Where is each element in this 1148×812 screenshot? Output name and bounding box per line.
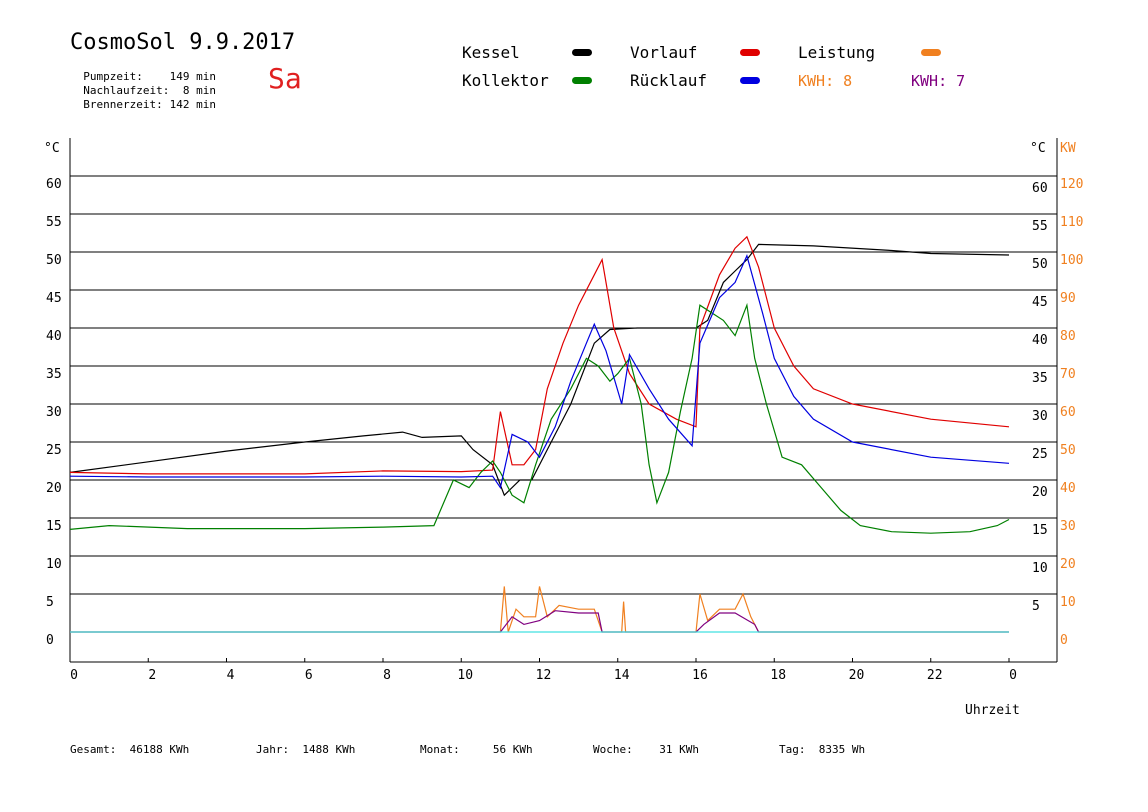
y-tick-label-left: 10 bbox=[46, 557, 62, 572]
y-tick-label-left: 55 bbox=[46, 215, 62, 230]
y2-tick-label: 40 bbox=[1060, 481, 1076, 496]
x-tick-label: 20 bbox=[849, 668, 865, 683]
footer-tag: Tag: 8335 Wh bbox=[779, 743, 866, 756]
stat-label: Nachlaufzeit: bbox=[83, 84, 170, 97]
y2-tick-label: 10 bbox=[1060, 595, 1076, 610]
y2-tick-label: 80 bbox=[1060, 329, 1076, 344]
stat-label: Brennerzeit: bbox=[83, 98, 163, 111]
y2-tick-label: 90 bbox=[1060, 291, 1076, 306]
y-tick-label-left: 40 bbox=[46, 329, 62, 344]
stat-brennerzeit: Brennerzeit: 142 min bbox=[70, 85, 216, 111]
x-axis-label: Uhrzeit bbox=[965, 703, 1020, 718]
stat-value: 149 min bbox=[169, 70, 216, 83]
x-tick-label: 18 bbox=[770, 668, 786, 683]
series-line-r-cklauf bbox=[69, 254, 1010, 490]
x-tick-label: 10 bbox=[457, 668, 473, 683]
y-axis-unit-right: °C bbox=[1030, 141, 1046, 156]
x-tick-label: 22 bbox=[927, 668, 943, 683]
y-tick-label-left: 25 bbox=[46, 443, 62, 458]
kwh-total-orange: KWH: 8 bbox=[798, 72, 853, 90]
y-tick-label-left: 45 bbox=[46, 291, 62, 306]
y-tick-label-left: 0 bbox=[46, 633, 54, 648]
legend-kessel-swatch bbox=[572, 49, 592, 56]
y-tick-label-right: 30 bbox=[1032, 409, 1048, 424]
stat-label: Pumpzeit: bbox=[83, 70, 143, 83]
y2-tick-label: 110 bbox=[1060, 215, 1083, 230]
chart-title: CosmoSol 9.9.2017 bbox=[70, 30, 296, 55]
legend-kollektor-label: Kollektor bbox=[462, 71, 549, 90]
legend-kollektor-swatch bbox=[572, 77, 592, 84]
y-tick-label-right: 45 bbox=[1032, 295, 1048, 310]
legend-vorlauf-label: Vorlauf bbox=[630, 43, 698, 62]
y-tick-label-right: 55 bbox=[1032, 219, 1048, 234]
series-line-leistung bbox=[70, 586, 1009, 633]
y-tick-label-right: 25 bbox=[1032, 447, 1048, 462]
y2-tick-label: 50 bbox=[1060, 443, 1076, 458]
y-axis-unit-left: °C bbox=[44, 141, 60, 156]
y2-tick-label: 60 bbox=[1060, 405, 1076, 420]
footer-gesamt: Gesamt: 46188 KWh bbox=[70, 743, 190, 756]
y2-tick-label: 0 bbox=[1060, 633, 1068, 648]
x-tick-label: 8 bbox=[383, 668, 391, 683]
footer-monat: Monat: 56 KWh bbox=[420, 743, 533, 756]
series-line-kessel bbox=[69, 243, 1010, 497]
series-line-vorlauf bbox=[69, 235, 1010, 475]
y-tick-label-left: 30 bbox=[46, 405, 62, 420]
series-line-kwh-7 bbox=[70, 610, 1009, 633]
stat-value: 142 min bbox=[169, 98, 216, 111]
y2-tick-label: 100 bbox=[1060, 253, 1083, 268]
legend-leistung-swatch bbox=[921, 49, 941, 56]
y2-tick-label: 70 bbox=[1060, 367, 1076, 382]
y-tick-label-right: 50 bbox=[1032, 257, 1048, 272]
weekday-label: Sa bbox=[268, 62, 302, 95]
legend-kessel-label: Kessel bbox=[462, 43, 520, 62]
y-tick-label-left: 15 bbox=[46, 519, 62, 534]
x-tick-label: 0 bbox=[1009, 668, 1017, 683]
legend-ruecklauf-label: Rücklauf bbox=[630, 71, 708, 90]
y-tick-label-left: 5 bbox=[46, 595, 54, 610]
y-tick-label-right: 15 bbox=[1032, 523, 1048, 538]
x-tick-label: 4 bbox=[227, 668, 235, 683]
kwh-total-purple: KWH: 7 bbox=[911, 72, 966, 90]
y-tick-label-right: 60 bbox=[1032, 181, 1048, 196]
footer-woche: Woche: 31 KWh bbox=[593, 743, 699, 756]
x-tick-label: 12 bbox=[536, 668, 552, 683]
y-tick-label-left: 60 bbox=[46, 177, 62, 192]
x-tick-label: 16 bbox=[692, 668, 708, 683]
y2-tick-label: 30 bbox=[1060, 519, 1076, 534]
y-tick-label-right: 5 bbox=[1032, 599, 1040, 614]
x-tick-label: 6 bbox=[305, 668, 313, 683]
y-tick-label-right: 40 bbox=[1032, 333, 1048, 348]
x-tick-label: 14 bbox=[614, 668, 630, 683]
y-tick-label-right: 10 bbox=[1032, 561, 1048, 576]
legend-leistung-label: Leistung bbox=[798, 43, 876, 62]
legend-vorlauf-swatch bbox=[740, 49, 760, 56]
legend-ruecklauf-swatch bbox=[740, 77, 760, 84]
footer-jahr: Jahr: 1488 KWh bbox=[256, 743, 356, 756]
stat-pumpzeit: Pumpzeit: 149 min bbox=[70, 57, 216, 83]
y-tick-label-left: 20 bbox=[46, 481, 62, 496]
y2-tick-label: 20 bbox=[1060, 557, 1076, 572]
x-tick-label: 0 bbox=[70, 668, 78, 683]
y-tick-label-right: 20 bbox=[1032, 485, 1048, 500]
y2-axis-unit: KW bbox=[1060, 141, 1076, 156]
stat-value: 8 min bbox=[182, 84, 216, 97]
stat-nachlaufzeit: Nachlaufzeit: 8 min bbox=[70, 71, 216, 97]
y-tick-label-left: 35 bbox=[46, 367, 62, 382]
y-tick-label-right: 35 bbox=[1032, 371, 1048, 386]
x-tick-label: 2 bbox=[148, 668, 156, 683]
y2-tick-label: 120 bbox=[1060, 177, 1083, 192]
y-tick-label-left: 50 bbox=[46, 253, 62, 268]
series-line-kollektor bbox=[69, 302, 1010, 534]
